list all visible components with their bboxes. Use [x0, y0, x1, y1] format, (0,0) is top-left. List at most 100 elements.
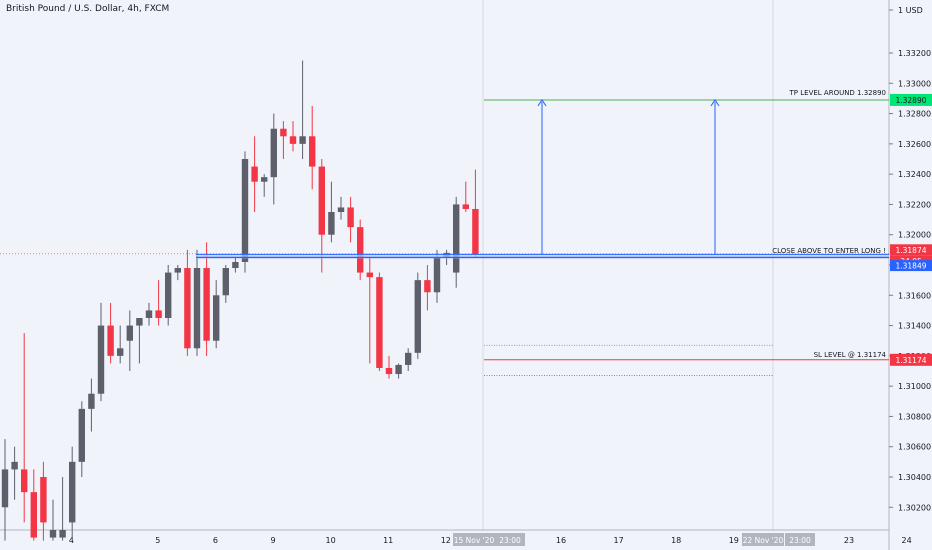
time-tick-label: 17 [614, 536, 624, 545]
candle-body[interactable] [97, 325, 105, 394]
candle-body[interactable] [165, 272, 172, 318]
candle-body[interactable] [385, 367, 393, 375]
target-arrow-head[interactable] [537, 99, 547, 107]
candle-body[interactable] [117, 348, 124, 356]
price-tick-label: 1.32200 [898, 200, 931, 209]
candle-body[interactable] [136, 318, 143, 326]
price-tag-label: 1.31849 [895, 262, 926, 271]
time-tick-label: 24 [902, 536, 912, 545]
price-tick-label: 1.30200 [898, 503, 931, 512]
date-marker-bg [453, 533, 495, 546]
candle-body[interactable] [299, 136, 306, 144]
date-marker-label: 15 Nov '20 [454, 536, 495, 545]
candle-body[interactable] [453, 204, 460, 273]
candle-body[interactable] [328, 212, 335, 235]
candle-body[interactable] [126, 325, 133, 341]
candle-body[interactable] [69, 461, 76, 523]
candle-body[interactable] [280, 128, 287, 137]
time-tick-label: 9 [270, 536, 275, 545]
candle-body[interactable] [145, 310, 153, 318]
candle-body[interactable] [88, 393, 95, 409]
price-tick-label: 1.32400 [898, 170, 931, 179]
candle-body[interactable] [366, 272, 373, 278]
date-marker-bg [742, 533, 784, 546]
price-tag-label: 1.32890 [895, 96, 926, 105]
candle-body[interactable] [213, 295, 220, 341]
candle-body[interactable] [289, 136, 297, 144]
candle-body[interactable] [193, 268, 201, 349]
date-marker-bg [785, 533, 815, 546]
time-tick-label: 19 [729, 536, 739, 545]
candle-body[interactable] [21, 469, 28, 493]
candle-body[interactable] [1, 469, 9, 508]
price-tag [890, 260, 932, 272]
candle-body[interactable] [222, 268, 229, 296]
price-tag [890, 244, 932, 256]
time-tick-label: 6 [213, 536, 218, 545]
date-marker-bg [495, 533, 525, 546]
time-tick-label: 4 [69, 536, 74, 545]
candle-body[interactable] [270, 128, 277, 178]
target-arrow-head[interactable] [710, 99, 720, 107]
price-tick-label: 1.32800 [898, 110, 931, 119]
price-tag [890, 353, 932, 366]
candle-body[interactable] [78, 408, 85, 462]
price-tick-label: 1.32000 [898, 231, 931, 240]
candle-body[interactable] [405, 352, 412, 365]
time-tick-label: 10 [326, 536, 336, 545]
time-tick-label: 16 [556, 536, 566, 545]
currency-label: 1 USD [898, 6, 923, 15]
time-tick-label: 23 [844, 536, 854, 545]
date-marker-label: 23:00 [789, 536, 811, 545]
price-tick-label: 1.30800 [898, 412, 931, 421]
candle-body[interactable] [241, 159, 249, 262]
sl-level-label: SL LEVEL @ 1.31174 [814, 351, 887, 359]
price-tick-label: 1.32600 [898, 140, 931, 149]
candle-body[interactable] [309, 136, 316, 167]
price-tag [890, 93, 932, 106]
entry-zone-fill [196, 254, 889, 259]
candle-body[interactable] [318, 166, 325, 235]
candle-body[interactable] [232, 261, 239, 269]
price-tag-label: 1.31874 [895, 246, 926, 255]
candle-body[interactable] [174, 268, 181, 273]
price-tick-label: 1.33000 [898, 79, 931, 88]
price-tick-label: 1.31600 [898, 291, 931, 300]
time-tick-label: 11 [383, 536, 393, 545]
entry-level-label: CLOSE ABOVE TO ENTER LONG ! [772, 247, 886, 255]
candle-body[interactable] [107, 325, 114, 356]
symbol-title: British Pound / U.S. Dollar, 4h, FXCM [6, 4, 170, 14]
candle-body[interactable] [49, 530, 57, 538]
candle-body[interactable] [357, 227, 364, 273]
candle-body[interactable] [261, 177, 268, 182]
candle-body[interactable] [414, 280, 421, 353]
time-tick-label: 12 [441, 536, 451, 545]
candle-body[interactable] [155, 310, 162, 318]
tp-level-label: TP LEVEL AROUND 1.32890 [789, 89, 886, 97]
candle-body[interactable] [347, 207, 354, 228]
time-tick-label: 18 [671, 536, 681, 545]
candle-body[interactable] [433, 257, 441, 293]
candle-body[interactable] [395, 364, 402, 375]
candle-body[interactable] [472, 208, 479, 255]
candle-body[interactable] [40, 477, 47, 523]
candle-body[interactable] [462, 204, 469, 209]
candle-body[interactable] [251, 166, 258, 182]
time-tick-label: 5 [155, 536, 160, 545]
candle-body[interactable] [59, 530, 66, 538]
price-tick-label: 1.31400 [898, 322, 931, 331]
price-tick-label: 1.31000 [898, 382, 931, 391]
candle-body[interactable] [30, 492, 37, 538]
candle-body[interactable] [424, 280, 431, 293]
candle-body[interactable] [337, 207, 345, 212]
price-tick-label: 1.33200 [898, 49, 931, 58]
candle-body[interactable] [203, 268, 210, 341]
price-tick-label: 1.30400 [898, 473, 931, 482]
candle-body[interactable] [376, 277, 383, 368]
candle-body[interactable] [184, 268, 191, 349]
date-marker-label: 22 Nov '20 [743, 536, 784, 545]
candle-body[interactable] [11, 461, 18, 470]
